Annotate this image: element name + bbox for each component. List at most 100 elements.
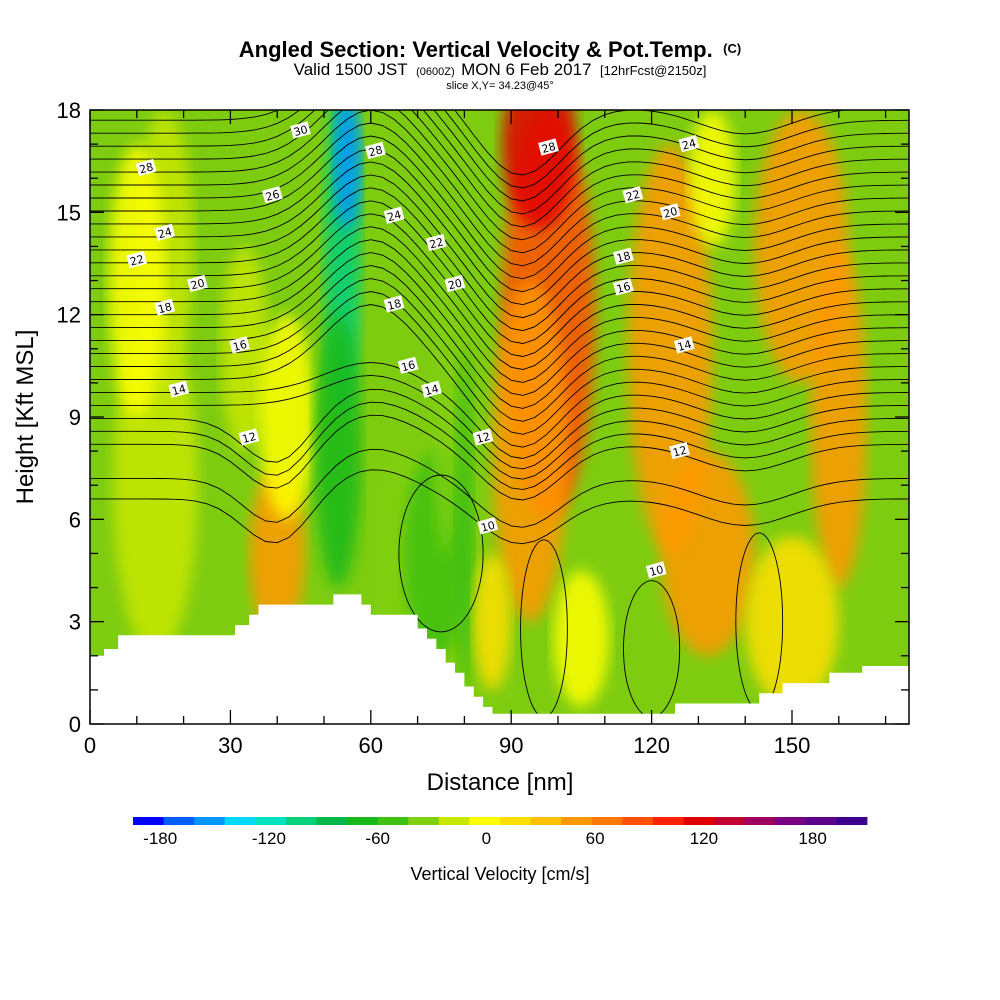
velocity-region	[745, 536, 839, 707]
isentrope-label-text: 30	[292, 123, 309, 139]
colorbar-segment	[683, 817, 715, 825]
colorbar-segment	[500, 817, 531, 825]
colorbar-segment	[744, 817, 776, 825]
isentrope-label-text: 16	[400, 358, 417, 374]
isentrope-label-text: 16	[615, 280, 632, 296]
slice-info-text: slice X,Y= 34.23@45°	[446, 80, 554, 92]
isentrope-label-text: 22	[428, 235, 445, 251]
isentrope-label-box	[538, 138, 559, 156]
forecast-info-text: [12hrFcst@2150z]	[600, 63, 706, 78]
isentrope-label-text: 28	[138, 160, 155, 176]
isentrope-label-box	[126, 251, 148, 269]
x-tick-label: 90	[499, 733, 523, 758]
colorbar-segment	[377, 817, 409, 825]
colorbar-segment	[163, 817, 195, 825]
isentrope-label: 10	[645, 561, 667, 579]
isentrope-label-box	[154, 223, 176, 241]
velocity-region	[314, 314, 362, 588]
velocity-region	[108, 144, 165, 418]
colorbar	[133, 817, 868, 825]
isentrope-line	[90, 213, 909, 357]
isentrope-label-text: 20	[189, 276, 206, 292]
isentrope-label-text: 24	[386, 208, 403, 224]
isentrope-line	[90, 110, 909, 215]
isentrope-line	[90, 110, 909, 189]
isentrope-label-text: 20	[447, 276, 464, 292]
isentrope-line	[90, 362, 909, 459]
colorbar-segment	[836, 817, 868, 825]
isentrope-label-text: 12	[671, 443, 688, 459]
colorbar-tick-label: -120	[252, 829, 286, 848]
isentrope-line	[90, 278, 909, 422]
x-tick-label: 120	[633, 733, 670, 758]
isentrope-label: 22	[425, 233, 447, 252]
x-axis-label: Distance [nm]	[427, 769, 574, 796]
y-tick-label: 15	[57, 200, 81, 225]
isentrope-label-box	[383, 295, 405, 313]
colorbar-segment	[316, 817, 348, 825]
isentrope-label-text: 24	[157, 225, 174, 241]
velocity-region	[492, 280, 568, 622]
colorbar-segment	[561, 817, 593, 825]
isentrope-label: 16	[397, 356, 419, 374]
isentrope-line	[90, 110, 909, 202]
isentrope-label-box	[659, 203, 681, 221]
isentrope-label: 24	[678, 135, 700, 153]
isentrope-label-box	[472, 428, 494, 446]
isentrope-label-text: 16	[231, 338, 248, 354]
isentrope-label-box	[261, 186, 283, 204]
isentrope-label: 12	[669, 442, 690, 460]
isentrope-label: 26	[261, 186, 283, 204]
isentrope-label: 14	[168, 380, 190, 398]
velocity-region	[501, 110, 577, 230]
isentrope-label-text: 18	[386, 297, 403, 313]
velocity-region	[628, 144, 713, 554]
isentrope-label-text: 22	[128, 252, 145, 268]
isentrope-labels: 30 28 28 28 26 24 24 24 22 22 22 20 20 20 18 18 18 16 16 16…	[126, 121, 700, 579]
isentrope-line	[90, 252, 909, 396]
isentrope-line	[90, 239, 909, 383]
terrain-mask	[90, 594, 909, 724]
isentrope-label-text: 18	[157, 300, 174, 316]
colorbar-segment	[805, 817, 837, 825]
isentrope-line	[90, 265, 909, 409]
isentrope-line	[90, 200, 909, 344]
chart-subtitle: Valid 1500 JST (0600Z) MON 6 Feb 2017 [1…	[294, 60, 707, 79]
isentrope-label: 28	[538, 138, 559, 156]
isentrope-line	[90, 148, 909, 293]
colorbar-segment	[622, 817, 654, 825]
isentrope-label-text: 10	[479, 519, 496, 535]
colorbar-segment	[530, 817, 562, 825]
isentrope-label: 16	[229, 336, 251, 354]
isentrope-label-box	[187, 274, 208, 293]
isentrope-label-box	[397, 356, 419, 374]
isentrope-label: 20	[187, 274, 208, 293]
isentrope-line	[90, 291, 909, 435]
isentrope-label: 14	[421, 380, 442, 398]
x-tick-label: 30	[218, 733, 242, 758]
isentrope-label: 30	[290, 121, 311, 139]
isentrope-label: 22	[126, 251, 148, 269]
isentrope-line	[454, 110, 849, 176]
colorbar-tick-label: 120	[690, 829, 718, 848]
colorbar-segment	[285, 817, 317, 825]
colorbar-segment	[224, 817, 256, 825]
isentrope-line	[90, 304, 909, 448]
isentrope-label-box	[669, 442, 690, 460]
isentrope-label: 10	[477, 517, 499, 535]
x-axis-tick-labels: 0 30 60 90 120 150	[84, 733, 810, 758]
isentrope-line	[90, 110, 909, 228]
colorbar-title: Vertical Velocity [cm/s]	[410, 864, 589, 884]
y-tick-label: 0	[69, 712, 81, 737]
isentrope-label-text: 22	[625, 188, 642, 204]
velocity-region	[810, 246, 867, 588]
isentrope-label-box	[425, 233, 447, 252]
isentrope-line	[90, 448, 909, 528]
isentrope-label-text: 24	[681, 136, 698, 152]
isentrope-line	[90, 161, 909, 306]
chart-title-unit: (C)	[723, 41, 741, 56]
x-tick-label: 60	[359, 733, 383, 758]
isentrope-label-box	[622, 186, 644, 204]
isentrope-label: 18	[383, 295, 405, 313]
isentrope-label-text: 26	[264, 188, 281, 204]
